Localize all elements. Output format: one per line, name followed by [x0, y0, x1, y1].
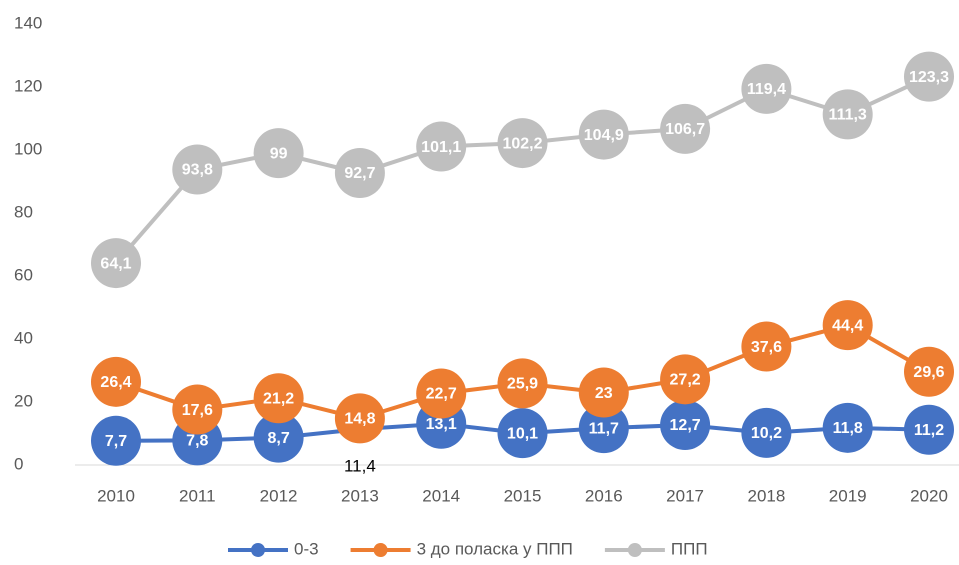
data-label: 12,7: [670, 417, 701, 434]
y-tick-label: 0: [14, 454, 23, 473]
marker: [578, 403, 629, 454]
x-tick-label: 2019: [829, 486, 867, 505]
data-label: 93,8: [182, 162, 213, 179]
data-label: 102,2: [502, 135, 542, 152]
y-tick-label: 100: [14, 139, 42, 158]
marker: [741, 407, 792, 458]
marker: [904, 404, 954, 455]
data-label: 17,6: [182, 402, 213, 419]
y-tick-label: 20: [14, 391, 33, 410]
marker: [578, 109, 629, 160]
marker: [253, 412, 304, 463]
data-label: 11,2: [914, 422, 944, 439]
marker: [334, 147, 385, 198]
x-tick-label: 2012: [260, 486, 298, 505]
data-label: 99: [270, 145, 288, 162]
data-label: 13,1: [426, 416, 457, 433]
x-tick-label: 2011: [179, 486, 216, 505]
x-tick-label: 2020: [910, 486, 948, 505]
data-label: 10,2: [751, 425, 782, 442]
y-tick-label: 40: [14, 328, 33, 347]
marker: [660, 354, 711, 405]
data-label: 11,7: [589, 420, 619, 437]
y-tick-label: 120: [14, 76, 42, 95]
data-label: 29,6: [913, 364, 944, 381]
data-label: 101,1: [421, 139, 461, 156]
data-label: 8,7: [267, 430, 289, 447]
marker: [660, 103, 711, 154]
marker: [497, 358, 548, 409]
marker: [741, 63, 792, 114]
legend-label: ППП: [671, 539, 708, 558]
x-tick-label: 2018: [747, 486, 785, 505]
x-tick-label: 2013: [341, 486, 379, 505]
data-label: 14,8: [344, 411, 375, 428]
data-label: 123,3: [909, 69, 949, 86]
data-label: 7,7: [105, 433, 127, 450]
legend-label: 3 до поласка у ППП: [417, 539, 573, 558]
marker: [416, 368, 467, 419]
x-tick-label: 2016: [585, 486, 623, 505]
marker: [172, 144, 223, 195]
data-label: 111,3: [829, 107, 867, 124]
y-tick-label: 140: [14, 13, 42, 32]
data-label: 26,4: [100, 374, 131, 391]
data-label: 106,7: [665, 121, 705, 138]
markers: 7,7 7,8 8,7 11,4 13,1 10,1 11,7 12,7 10,2 11,8 11,…: [91, 51, 954, 476]
marker: [741, 321, 792, 372]
marker: [91, 238, 141, 289]
marker: [91, 356, 141, 407]
data-label: 25,9: [507, 376, 538, 393]
series-line: [114, 74, 930, 265]
x-tick-label: 2015: [504, 486, 542, 505]
marker: [578, 367, 629, 418]
data-label: 10,1: [507, 425, 538, 442]
data-label: 44,4: [832, 317, 863, 334]
x-tick-label: 2014: [422, 486, 460, 505]
marker: [822, 402, 873, 453]
marker: [822, 300, 873, 351]
y-tick-label: 80: [14, 202, 33, 221]
x-tick-label: 2017: [666, 486, 704, 505]
data-label: 21,2: [263, 390, 294, 407]
marker: [172, 384, 223, 435]
data-label: 11,8: [833, 420, 863, 437]
marker: [416, 121, 467, 172]
data-label: 11,4: [344, 457, 376, 476]
data-label: 7,8: [186, 433, 208, 450]
data-label: 23: [595, 385, 613, 402]
data-label: 37,6: [751, 339, 782, 356]
marker: [91, 415, 141, 466]
marker: [253, 373, 304, 424]
legend-marker: [251, 543, 265, 557]
data-label: 27,2: [670, 372, 701, 389]
legend-marker: [373, 543, 388, 557]
marker: [497, 118, 548, 169]
data-label: 104,9: [584, 127, 624, 144]
data-label: 22,7: [426, 386, 457, 403]
marker: [497, 408, 548, 459]
marker: [822, 89, 873, 140]
data-label: 119,4: [747, 81, 786, 98]
marker: [660, 399, 711, 450]
marker: [904, 346, 954, 397]
data-label: 92,7: [344, 165, 375, 182]
y-tick-label: 60: [14, 265, 33, 284]
marker: [904, 51, 954, 102]
marker: [334, 393, 385, 444]
legend-marker: [627, 543, 642, 557]
marker: [253, 128, 304, 179]
data-label: 64,1: [100, 255, 131, 272]
legend-label: 0-3: [294, 539, 319, 558]
x-tick-label: 2010: [97, 486, 135, 505]
